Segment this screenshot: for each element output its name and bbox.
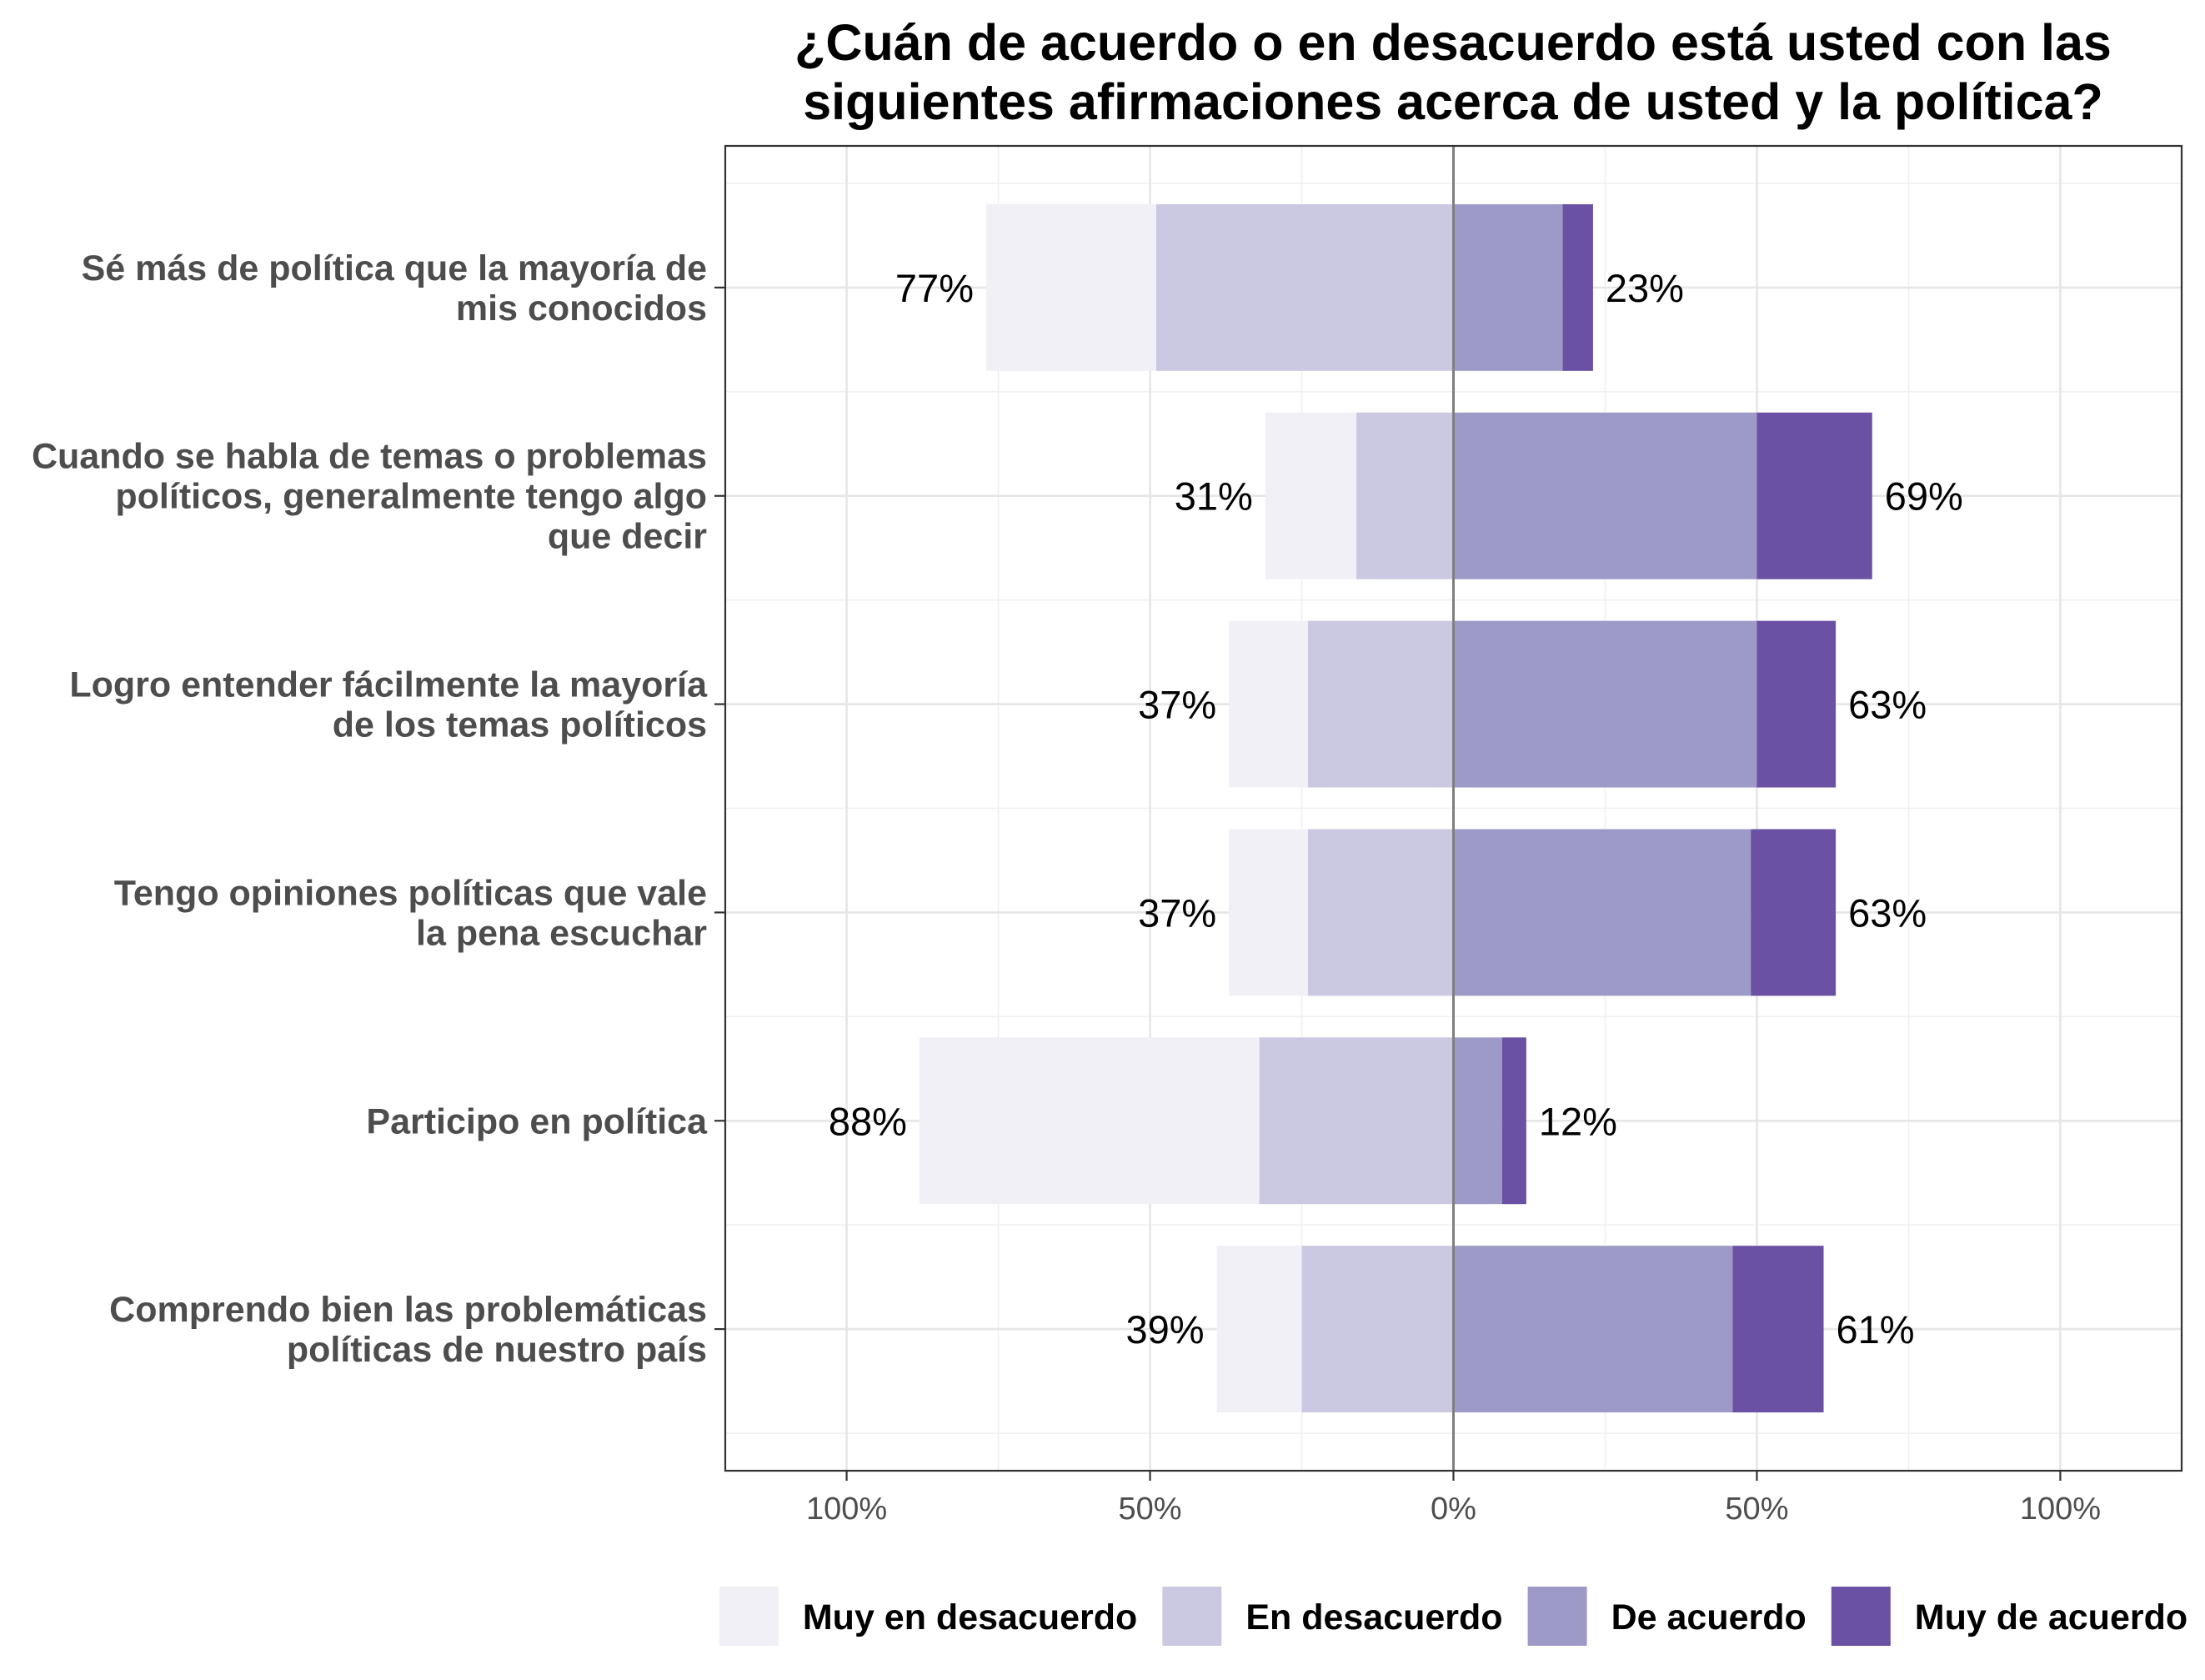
legend-item-de-acuerdo: De acuerdo [1527,1587,1807,1646]
y-axis-label-5: Participo en política [366,1101,708,1141]
data-label-left-2: 31% [1175,474,1253,519]
bar-muy-en-desacuerdo-5 [919,1037,1260,1205]
y-axis-label-line: Sé más de política que la mayoría de [82,248,707,288]
data-label-right-2: 69% [1885,474,1963,519]
bar-muy-en-desacuerdo-2 [1265,412,1357,579]
data-label-right-4: 63% [1848,890,1927,935]
chart-title: ¿Cuán de acuerdo o en desacuerdo está us… [794,14,2112,130]
bar-en-desacuerdo-1 [1155,203,1454,371]
bar-en-desacuerdo-6 [1301,1246,1454,1413]
bar-muy-de-acuerdo-5 [1501,1037,1526,1205]
y-axis-label-2: Cuando se habla de temas o problemas polí… [32,437,707,557]
bar-muy-de-acuerdo-6 [1732,1246,1824,1413]
data-label-left-1: 77% [895,266,974,310]
bar-de-acuerdo-4 [1453,829,1751,996]
y-axis-label-line: de los temas políticos [333,705,707,745]
bar-muy-en-desacuerdo-4 [1229,829,1308,996]
bar-muy-en-desacuerdo-6 [1216,1246,1302,1413]
legend-item-muy-en-desacuerdo: Muy en desacuerdo [719,1587,1137,1646]
bar-muy-en-desacuerdo-3 [1229,620,1308,788]
plot-panel: 77% 23% 31% 69% 37% 63% 37% 63% 88% 12% 39% 61% [724,144,2183,1472]
data-label-left-5: 88% [829,1099,907,1143]
y-axis-label-1: Sé más de política que la mayoría de mis … [82,248,707,328]
y-axis-label-4: Tengo opiniones políticas que vale la pen… [114,873,707,953]
x-axis-tick-label-2: 50% [1119,1492,1182,1527]
bar-en-desacuerdo-2 [1356,412,1454,579]
bar-de-acuerdo-3 [1453,620,1757,788]
legend-key-de-acuerdo [1527,1587,1587,1646]
y-axis-label-3: Logro entender fácilmente la mayoría de l… [69,665,708,745]
x-axis-tick-label-5: 100% [2020,1492,2101,1527]
y-axis-label-line: que decir [548,517,707,557]
y-axis-label-line: Cuando se habla de temas o problemas [32,437,707,477]
bar-en-desacuerdo-3 [1307,620,1454,788]
data-label-left-6: 39% [1126,1307,1205,1352]
bar-de-acuerdo-2 [1453,412,1757,579]
bar-en-desacuerdo-5 [1259,1037,1454,1205]
legend: Muy en desacuerdo En desacuerdo De acuerdo… [719,1587,2187,1646]
legend-key-muy-en-desacuerdo [719,1587,779,1646]
legend-label-muy-en-desacuerdo: Muy en desacuerdo [803,1597,1137,1637]
legend-key-muy-de-acuerdo [1831,1587,1891,1646]
x-axis-tick-label-4: 50% [1725,1492,1788,1527]
y-axis: Sé más de política que la mayoría de mis … [32,248,725,1370]
x-axis: 100% 50% 0% 50% 100% [806,1471,2101,1527]
data-label-right-5: 12% [1539,1099,1617,1143]
y-axis-label-line: Participo en política [366,1101,708,1141]
bar-muy-de-acuerdo-2 [1756,412,1872,579]
legend-key-en-desacuerdo [1162,1587,1222,1646]
legend-item-muy-de-acuerdo: Muy de acuerdo [1831,1587,2187,1646]
bar-en-desacuerdo-4 [1307,829,1454,996]
bar-muy-de-acuerdo-1 [1562,203,1593,371]
y-axis-label-line: políticos, generalmente tengo algo [115,477,707,517]
bar-muy-en-desacuerdo-1 [986,203,1156,371]
y-axis-label-6: Comprendo bien las problemáticas política… [109,1290,707,1370]
y-axis-label-line: Logro entender fácilmente la mayoría [69,665,708,705]
bar-muy-de-acuerdo-3 [1756,620,1837,788]
data-label-left-3: 37% [1138,683,1216,727]
y-axis-label-line: mis conocidos [456,288,707,328]
legend-label-de-acuerdo: De acuerdo [1611,1597,1807,1637]
x-axis-tick-label-1: 100% [806,1492,887,1527]
x-axis-tick-label-3: 0% [1431,1492,1476,1527]
bar-de-acuerdo-1 [1453,203,1563,371]
bar-de-acuerdo-6 [1453,1246,1733,1413]
data-label-right-3: 63% [1848,683,1927,727]
legend-label-muy-de-acuerdo: Muy de acuerdo [1915,1597,2187,1637]
y-axis-label-line: Comprendo bien las problemáticas [109,1290,707,1330]
data-label-left-4: 37% [1138,890,1216,935]
y-axis-label-line: la pena escuchar [416,913,707,953]
data-label-right-1: 23% [1606,266,1684,310]
bar-muy-de-acuerdo-4 [1751,829,1837,996]
data-label-right-6: 61% [1837,1307,1915,1352]
y-axis-label-line: políticas de nuestro país [287,1330,707,1370]
legend-label-en-desacuerdo: En desacuerdo [1245,1597,1502,1637]
legend-item-en-desacuerdo: En desacuerdo [1162,1587,1503,1646]
y-axis-label-line: Tengo opiniones políticas que vale [114,873,707,913]
bar-de-acuerdo-5 [1453,1037,1502,1205]
